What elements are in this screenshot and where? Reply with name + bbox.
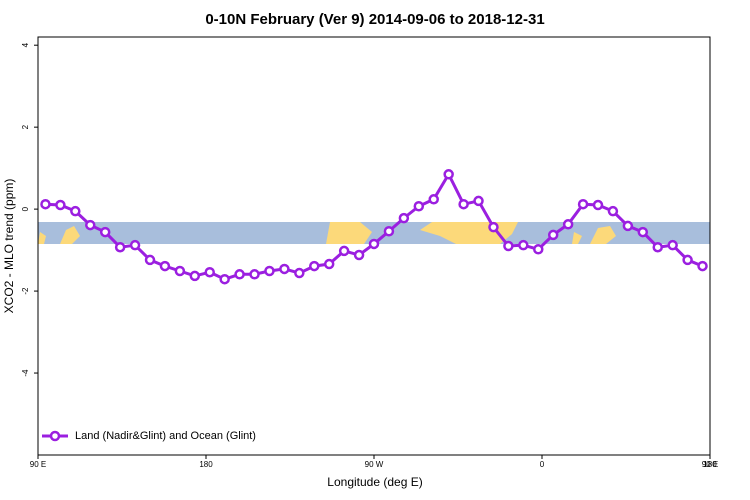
x-axis-label: Longitude (deg E) [327, 475, 422, 489]
land [590, 226, 616, 244]
point [114, 241, 126, 253]
point [234, 269, 245, 280]
point [503, 240, 514, 252]
x-tick-label: 90 W [365, 460, 384, 469]
point [398, 212, 410, 224]
point [652, 241, 663, 253]
point [368, 238, 380, 250]
point [323, 258, 335, 270]
land [326, 222, 372, 244]
point [40, 198, 51, 210]
map-band [38, 222, 710, 244]
chart-title: 0-10N February (Ver 9) 2014-09-06 to 201… [205, 11, 544, 28]
point [70, 205, 81, 217]
y-tick-label: 4 [21, 42, 30, 47]
point [622, 220, 634, 232]
point [338, 245, 350, 257]
y-tick-label: 2 [21, 124, 30, 129]
point [129, 239, 141, 251]
point [159, 260, 171, 272]
point [667, 239, 678, 251]
point [577, 198, 589, 210]
x-tick-label: 0 [540, 460, 545, 469]
point [353, 249, 365, 261]
x-tick-label: 180 [703, 460, 717, 469]
point [219, 273, 230, 285]
point [85, 219, 96, 231]
land [60, 226, 80, 244]
point [443, 169, 454, 180]
point [413, 200, 425, 212]
point [249, 269, 260, 280]
point [518, 239, 529, 251]
point [264, 265, 275, 277]
land [572, 232, 582, 244]
point [144, 254, 156, 266]
land [38, 232, 46, 244]
point [547, 229, 559, 241]
point [562, 219, 574, 230]
y-tick-label: 0 [21, 206, 30, 211]
point [592, 199, 604, 211]
y-tick-label: -2 [21, 287, 30, 295]
point [189, 270, 201, 282]
point [637, 226, 649, 238]
point [458, 198, 469, 210]
point [55, 199, 66, 211]
legend-label: Land (Nadir&Glint) and Ocean (Glint) [75, 430, 256, 442]
point [488, 221, 499, 233]
point [428, 194, 439, 205]
ocean-band [38, 222, 710, 244]
x-tick-label: 180 [199, 460, 213, 469]
point [473, 195, 484, 207]
point [279, 263, 290, 275]
x-tick-label: 90 E [30, 460, 46, 469]
point [294, 267, 305, 279]
point [533, 244, 544, 255]
point [174, 265, 186, 277]
point [204, 266, 215, 278]
point [309, 260, 320, 272]
point [607, 205, 619, 217]
x-tick-label: 90 E [702, 460, 718, 469]
point [697, 260, 708, 272]
y-tick-label: -4 [21, 369, 30, 377]
point [99, 226, 111, 238]
y-axis-label: XCO2 - MLO trend (ppm) [2, 179, 16, 314]
legend-marker [49, 430, 61, 442]
point [383, 225, 395, 237]
point [682, 254, 693, 266]
